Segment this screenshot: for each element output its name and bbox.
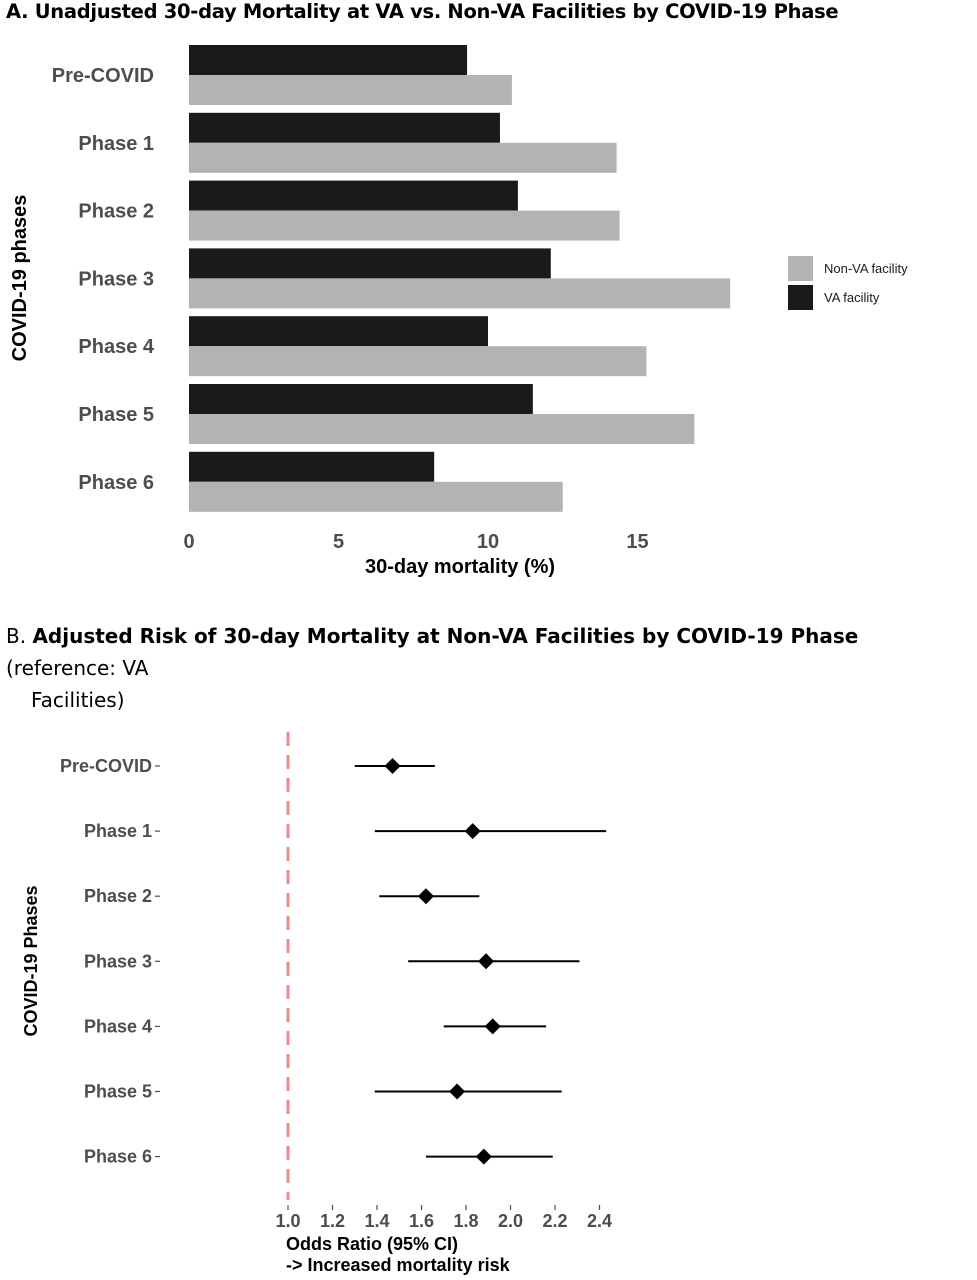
chart-b-title-rest1: (reference: VA [6, 656, 149, 680]
x-tick-label-a-3: 15 [626, 531, 648, 553]
bar-va-0 [189, 45, 468, 75]
bar-nonva-6 [189, 481, 563, 512]
bar-nonva-3 [189, 278, 731, 309]
x-tick-label-b-1: 1.2 [320, 1211, 345, 1231]
bar-va-5 [189, 384, 533, 414]
legend-label-1: VA facility [824, 290, 880, 305]
y-axis-label-a: COVID-19 phases [9, 195, 31, 362]
bar-nonva-5 [189, 414, 695, 444]
estimate-point-0 [384, 758, 401, 774]
y-tick-label-a-6: Phase 6 [78, 472, 154, 494]
x-tick-label-b-2: 1.4 [364, 1211, 389, 1231]
y-axis-label-b: COVID-19 Phases [21, 885, 41, 1036]
estimate-point-2 [417, 888, 434, 905]
legend-key-1 [788, 285, 813, 310]
chart-b-title: B. Adjusted Risk of 30-day Mortality at … [6, 620, 971, 716]
bar-va-6 [189, 451, 435, 482]
bar-nonva-0 [189, 75, 512, 105]
y-tick-label-b-6: Phase 6 [84, 1147, 152, 1167]
x-tick-label-a-2: 10 [477, 531, 499, 553]
estimate-point-4 [484, 1018, 501, 1035]
bar-va-1 [189, 112, 500, 143]
x-axis-label-b-line1: Odds Ratio (95% CI) [286, 1234, 458, 1254]
x-tick-label-b-6: 2.2 [542, 1211, 567, 1231]
chart-b-title-bold: Adjusted Risk of 30-day Mortality at Non… [32, 624, 859, 648]
x-tick-label-b-3: 1.6 [409, 1211, 434, 1231]
y-tick-label-b-4: Phase 4 [84, 1016, 152, 1036]
bar-va-4 [189, 316, 488, 347]
bar-va-3 [189, 248, 551, 279]
y-tick-label-b-2: Phase 2 [84, 886, 152, 906]
x-axis-label-b-line2: -> Increased mortality risk [286, 1255, 511, 1275]
y-tick-label-a-4: Phase 4 [78, 336, 154, 358]
y-tick-label-b-5: Phase 5 [84, 1082, 152, 1102]
x-tick-label-b-5: 2.0 [498, 1211, 523, 1231]
y-tick-label-b-1: Phase 1 [84, 821, 152, 841]
bar-nonva-4 [189, 346, 647, 377]
y-tick-label-a-5: Phase 5 [78, 404, 154, 426]
x-tick-label-b-7: 2.4 [587, 1211, 612, 1231]
chart-a-title: A. Unadjusted 30-day Mortality at VA vs.… [6, 0, 839, 23]
estimate-point-1 [464, 823, 481, 840]
x-tick-label-b-4: 1.8 [453, 1211, 478, 1231]
bar-va-2 [189, 180, 518, 211]
chart-b-title-label: B. [6, 624, 27, 648]
x-tick-label-b-0: 1.0 [275, 1211, 300, 1231]
y-tick-label-a-2: Phase 2 [78, 201, 154, 223]
estimate-point-6 [475, 1148, 492, 1165]
bar-nonva-1 [189, 142, 617, 173]
x-tick-label-a-0: 0 [183, 531, 194, 553]
y-tick-label-b-3: Phase 3 [84, 951, 152, 971]
y-tick-label-a-0: Pre-COVID [52, 65, 154, 87]
y-tick-label-a-1: Phase 1 [78, 133, 154, 155]
legend-label-0: Non-VA facility [824, 261, 908, 276]
estimate-point-5 [449, 1083, 466, 1100]
y-tick-label-a-3: Phase 3 [78, 268, 154, 290]
legend-key-0 [788, 256, 813, 281]
chart-b-title-rest2: Facilities) [31, 688, 125, 712]
chart-a: Pre-COVID Phase 1 Phase 2 Phase 3 Phase 4 Pha… [9, 45, 908, 578]
estimate-point-3 [478, 953, 495, 970]
x-tick-label-a-1: 5 [333, 531, 344, 553]
y-tick-label-b-0: Pre-COVID [60, 756, 152, 776]
bar-nonva-2 [189, 210, 620, 241]
x-axis-label-a: 30-day mortality (%) [365, 556, 555, 578]
